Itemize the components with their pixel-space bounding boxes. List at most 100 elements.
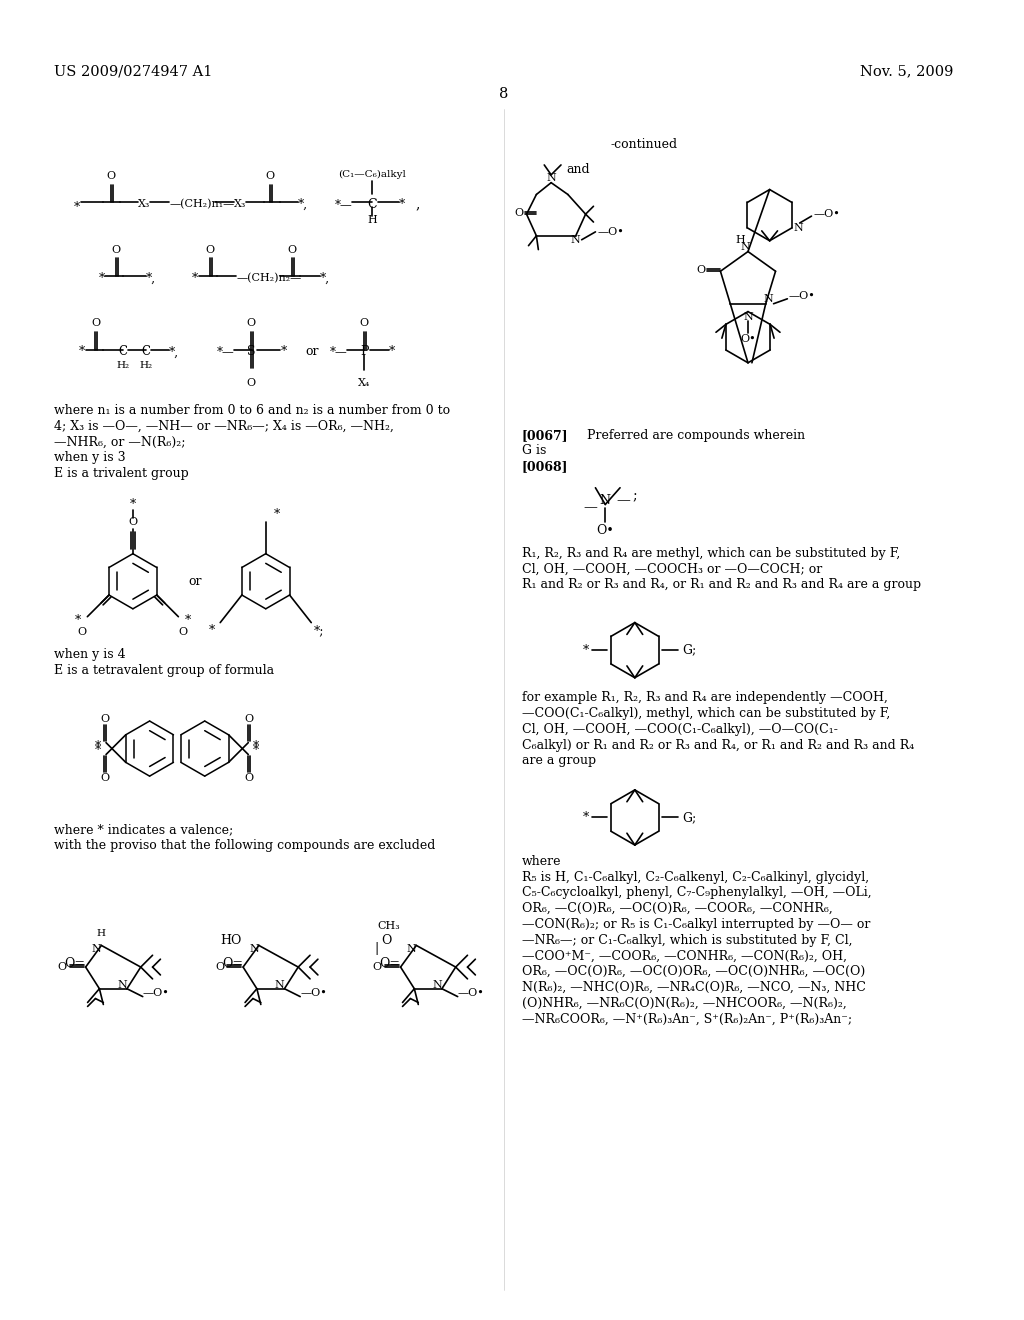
Text: *: * — [95, 741, 101, 754]
Text: O: O — [245, 774, 254, 783]
Text: O: O — [78, 627, 87, 638]
Text: C₅-C₆cycloalkyl, phenyl, C₇-C₉phenylalkyl, —OH, —OLi,: C₅-C₆cycloalkyl, phenyl, C₇-C₉phenylalky… — [521, 886, 871, 899]
Text: —COO(C₁-C₆alkyl), methyl, which can be substituted by F,: —COO(C₁-C₆alkyl), methyl, which can be s… — [521, 708, 890, 721]
Text: *: * — [74, 201, 80, 214]
Text: CH₃: CH₃ — [378, 921, 400, 931]
Text: N: N — [600, 494, 610, 507]
Text: —: — — [584, 500, 597, 515]
Text: *;: *; — [314, 624, 325, 638]
Text: O=: O= — [380, 957, 400, 970]
Text: *,: *, — [298, 198, 308, 211]
Text: O•: O• — [596, 524, 614, 537]
Text: US 2009/0274947 A1: US 2009/0274947 A1 — [54, 65, 213, 79]
Text: *: * — [281, 346, 287, 359]
Text: *—: *— — [216, 346, 234, 359]
Text: *: * — [389, 346, 395, 359]
Text: C: C — [141, 346, 151, 359]
Text: N: N — [794, 223, 804, 232]
Text: —COO⁺M⁻, —COOR₆, —CONHR₆, —CON(R₆)₂, OH,: —COO⁺M⁻, —COOR₆, —CONHR₆, —CON(R₆)₂, OH, — [521, 949, 847, 962]
Text: O: O — [128, 517, 137, 527]
Text: *,: *, — [169, 346, 179, 359]
Text: O: O — [106, 170, 116, 181]
Text: —(CH₂)n₁—: —(CH₂)n₁— — [169, 199, 234, 210]
Text: O: O — [359, 318, 369, 329]
Text: —O•: —O• — [597, 227, 625, 236]
Text: E is a trivalent group: E is a trivalent group — [54, 467, 188, 480]
Text: H₂: H₂ — [139, 362, 153, 370]
Text: O: O — [265, 170, 274, 181]
Text: O: O — [382, 935, 392, 946]
Text: *: * — [130, 498, 136, 511]
Text: N: N — [740, 242, 750, 252]
Text: G is: G is — [521, 445, 546, 458]
Text: N: N — [274, 979, 285, 990]
Text: Cl, OH, —COOH, —COO(C₁-C₆alkyl), —O—CO(C₁-: Cl, OH, —COOH, —COO(C₁-C₆alkyl), —O—CO(C… — [521, 723, 838, 737]
Text: —O•: —O• — [458, 987, 484, 998]
Text: O=: O= — [222, 957, 243, 970]
Text: *: * — [191, 272, 199, 285]
Text: C₆alkyl) or R₁ and R₂ or R₃ and R₄, or R₁ and R₂ and R₃ and R₄: C₆alkyl) or R₁ and R₂ or R₃ and R₄, or R… — [521, 739, 913, 751]
Text: N: N — [743, 312, 753, 322]
Text: X₄: X₄ — [358, 378, 371, 388]
Text: *: * — [98, 272, 104, 285]
Text: when y is 4: when y is 4 — [54, 648, 126, 661]
Text: C: C — [119, 346, 128, 359]
Text: N: N — [249, 944, 259, 954]
Text: N: N — [764, 294, 773, 304]
Text: C: C — [368, 198, 377, 211]
Text: *: * — [273, 508, 280, 521]
Text: OR₆, —C(O)R₆, —OC(O)R₆, —COOR₆, —CONHR₆,: OR₆, —C(O)R₆, —OC(O)R₆, —COOR₆, —CONHR₆, — [521, 902, 833, 915]
Text: N: N — [117, 979, 127, 990]
Text: where: where — [521, 855, 561, 867]
Text: P: P — [359, 346, 369, 359]
Text: or: or — [188, 574, 202, 587]
Text: S: S — [247, 346, 255, 359]
Text: —(CH₂)n₂—: —(CH₂)n₂— — [237, 273, 301, 284]
Text: *: * — [185, 614, 191, 627]
Text: -continued: -continued — [610, 139, 677, 152]
Text: *: * — [95, 744, 101, 758]
Text: with the proviso that the following compounds are excluded: with the proviso that the following comp… — [54, 840, 435, 853]
Text: N: N — [91, 944, 101, 954]
Text: E is a tetravalent group of formula: E is a tetravalent group of formula — [54, 664, 274, 677]
Text: *: * — [583, 810, 589, 824]
Text: *,: *, — [319, 272, 330, 285]
Text: O•: O• — [740, 334, 756, 345]
Text: R₁ and R₂ or R₃ and R₄, or R₁ and R₂ and R₃ and R₄ are a group: R₁ and R₂ or R₃ and R₄, or R₁ and R₂ and… — [521, 578, 921, 591]
Text: and: and — [566, 162, 590, 176]
Text: G;: G; — [682, 810, 696, 824]
Text: 4; X₃ is —O—, —NH— or —NR₆—; X₄ is —OR₆, —NH₂,: 4; X₃ is —O—, —NH— or —NR₆—; X₄ is —OR₆,… — [54, 420, 394, 433]
Text: N(R₆)₂, —NHC(O)R₆, —NR₄C(O)R₆, —NCO, —N₃, NHC: N(R₆)₂, —NHC(O)R₆, —NR₄C(O)R₆, —NCO, —N₃… — [521, 981, 865, 994]
Text: *: * — [253, 744, 259, 758]
Text: *: * — [253, 741, 259, 754]
Text: G;: G; — [682, 644, 696, 656]
Text: R₁, R₂, R₃ and R₄ are methyl, which can be substituted by F,: R₁, R₂, R₃ and R₄ are methyl, which can … — [521, 546, 900, 560]
Text: |: | — [375, 942, 379, 954]
Text: O: O — [247, 378, 256, 388]
Text: *: * — [75, 614, 81, 627]
Text: Nov. 5, 2009: Nov. 5, 2009 — [860, 65, 953, 79]
Text: N: N — [570, 235, 581, 244]
Text: HO: HO — [220, 935, 242, 946]
Text: O: O — [100, 714, 110, 725]
Text: O: O — [245, 714, 254, 725]
Text: O: O — [91, 318, 100, 329]
Text: ,: , — [416, 197, 420, 211]
Text: or: or — [305, 346, 318, 359]
Text: —O•: —O• — [142, 987, 169, 998]
Text: H₂: H₂ — [117, 362, 130, 370]
Text: O=: O= — [65, 957, 86, 970]
Text: —O•: —O• — [813, 209, 841, 219]
Text: O: O — [247, 318, 256, 329]
Text: where n₁ is a number from 0 to 6 and n₂ is a number from 0 to: where n₁ is a number from 0 to 6 and n₂ … — [54, 404, 451, 417]
Text: OR₆, —OC(O)R₆, —OC(O)OR₆, —OC(O)NHR₆, —OC(O): OR₆, —OC(O)R₆, —OC(O)OR₆, —OC(O)NHR₆, —O… — [521, 965, 865, 978]
Text: N: N — [407, 944, 417, 954]
Text: for example R₁, R₂, R₃ and R₄ are independently —COOH,: for example R₁, R₂, R₃ and R₄ are indepe… — [521, 692, 888, 705]
Text: *: * — [583, 644, 589, 656]
Text: O: O — [373, 962, 382, 972]
Text: —NR₆—; or C₁-C₆alkyl, which is substituted by F, Cl,: —NR₆—; or C₁-C₆alkyl, which is substitut… — [521, 933, 852, 946]
Text: where * indicates a valence;: where * indicates a valence; — [54, 824, 233, 837]
Text: O: O — [179, 627, 187, 638]
Text: 8: 8 — [500, 87, 509, 102]
Text: O: O — [514, 209, 523, 218]
